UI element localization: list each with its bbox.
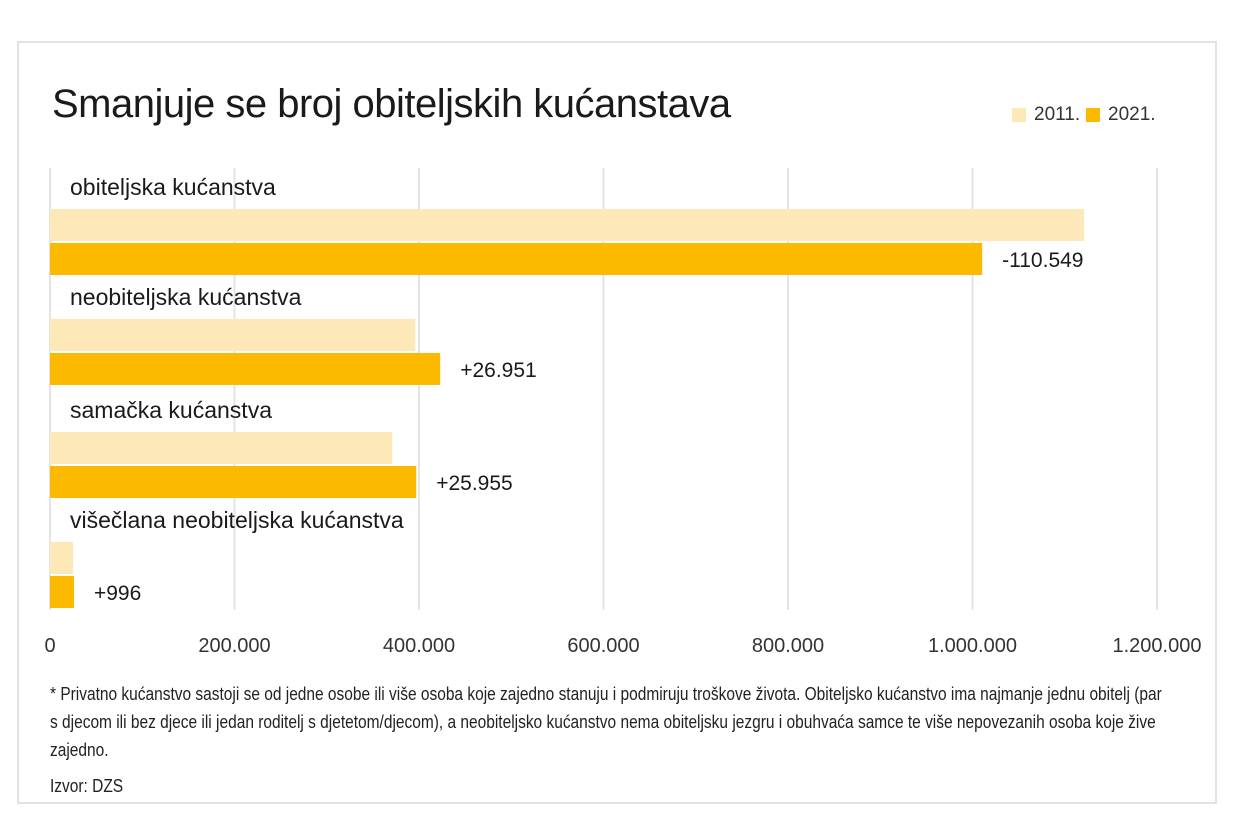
chart-title: Smanjuje se broj obiteljskih kućanstava xyxy=(52,82,731,126)
legend-item-2011: 2011. xyxy=(1012,104,1080,126)
bar-2011 xyxy=(50,319,416,351)
x-tick-label: 600.000 xyxy=(567,635,639,657)
category-label: obiteljska kućanstva xyxy=(70,174,276,200)
change-label: +996 xyxy=(94,582,141,605)
x-tick-label: 800.000 xyxy=(752,635,824,657)
bar-2021 xyxy=(50,243,983,275)
category-label: višečlana neobiteljska kućanstva xyxy=(70,507,404,533)
x-tick-label: 200.000 xyxy=(198,635,270,657)
legend-label-2011: 2011. xyxy=(1034,104,1081,125)
chart-frame xyxy=(17,41,1217,804)
category-label: samačka kućanstva xyxy=(70,397,272,423)
bar-2011 xyxy=(50,542,74,574)
bar-2011 xyxy=(50,432,393,464)
bar-2021 xyxy=(50,576,74,608)
change-label: -110.549 xyxy=(1002,249,1083,272)
x-tick-label: 400.000 xyxy=(383,635,455,657)
change-label: +26.951 xyxy=(460,359,537,382)
x-tick-label: 1.200.000 xyxy=(1113,635,1202,657)
source-label: Izvor: DZS xyxy=(50,776,124,796)
footnote: * Privatno kućanstvo sastoji se od jedne… xyxy=(50,684,1162,760)
legend-item-2021: 2021. xyxy=(1086,104,1156,126)
x-tick-label: 0 xyxy=(44,635,55,657)
bar-2021 xyxy=(50,353,441,385)
category-label: neobiteljska kućanstva xyxy=(70,284,302,310)
bar-2021 xyxy=(50,466,417,498)
legend-swatch-2021 xyxy=(1086,108,1100,122)
change-label: +25.955 xyxy=(436,472,513,495)
legend-swatch-2011 xyxy=(1012,108,1026,122)
x-tick-label: 1.000.000 xyxy=(928,635,1017,657)
bar-2011 xyxy=(50,209,1085,241)
bar-chart: 0 200.000 400.000 600.000 800.000 1.000.000 1.… xyxy=(44,168,1202,657)
legend-label-2021: 2021. xyxy=(1108,104,1156,125)
